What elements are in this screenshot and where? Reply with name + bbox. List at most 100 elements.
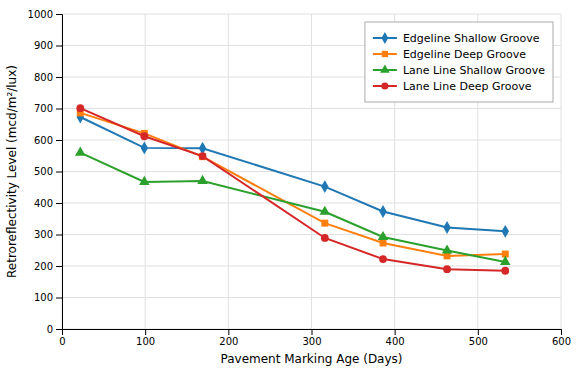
tick-mark (56, 203, 62, 204)
tick: 400 (34, 198, 62, 209)
point (500, 256, 511, 265)
tick-mark (561, 329, 562, 335)
point (442, 244, 453, 253)
tick: 700 (34, 103, 62, 114)
axis-line (56, 15, 63, 330)
tick-label: 200 (219, 336, 238, 347)
point (321, 180, 328, 193)
tick-label: 500 (469, 336, 488, 347)
marks (75, 104, 511, 274)
legend-frame (365, 22, 553, 102)
point (197, 175, 208, 184)
legend-marker (380, 64, 390, 72)
series-line (80, 117, 505, 231)
grid-line-y (62, 14, 561, 15)
tick-mark (228, 329, 229, 335)
tick-label: 0 (47, 324, 53, 335)
tick: 200 (34, 261, 62, 272)
tick-label: 100 (34, 292, 53, 303)
point (75, 147, 86, 156)
point (501, 267, 509, 275)
series-line (80, 113, 505, 256)
legend-label: Edgeline Deep Groove (403, 48, 526, 61)
legend-marker (381, 82, 388, 89)
x-axis: 0 100 200 300 400 500 600 (59, 329, 571, 347)
tick: 800 (34, 72, 62, 83)
legend-label: Lane Line Shallow Groove (403, 64, 545, 77)
tick: 100 (136, 329, 155, 347)
point (320, 206, 331, 215)
tick-mark (312, 329, 313, 335)
point (380, 240, 387, 247)
tick: 900 (34, 40, 62, 51)
tick-mark (56, 329, 62, 330)
y-axis: 0 100 200 300 400 500 600 700 800 900 1000 (28, 9, 63, 335)
tick-mark (56, 109, 62, 110)
grid-line-y (62, 108, 561, 109)
tick-label: 100 (136, 336, 155, 347)
tick-mark (56, 266, 62, 267)
tick-mark (478, 329, 479, 335)
tick-label: 300 (34, 229, 53, 240)
grid-line-y (62, 140, 561, 141)
tick: 1000 (28, 9, 62, 20)
series (75, 147, 511, 265)
tick: 0 (59, 329, 65, 347)
legend-item: Lane Line Shallow Groove (373, 64, 545, 77)
point (379, 205, 386, 218)
grid-line-y (62, 266, 561, 267)
tick: 600 (552, 329, 571, 347)
point (141, 141, 148, 154)
tick-label: 200 (34, 261, 53, 272)
series-line (80, 153, 505, 262)
tick-label: 0 (59, 336, 65, 347)
tick-label: 1000 (28, 9, 53, 20)
plot: 0 100 200 300 400 500 600 0 100 200 300 400 500 600 70… (28, 9, 572, 347)
point (76, 104, 84, 112)
tick-label: 600 (34, 135, 53, 146)
tick-label: 700 (34, 103, 53, 114)
tick: 500 (34, 166, 62, 177)
legend-item: Edgeline Deep Groove (373, 48, 526, 61)
point (321, 220, 328, 227)
tick-label: 800 (34, 72, 53, 83)
series (76, 104, 509, 274)
point (443, 265, 451, 273)
tick: 600 (34, 135, 62, 146)
tick: 500 (469, 329, 488, 347)
tick: 200 (219, 329, 238, 347)
grid (62, 14, 561, 329)
tick-label: 300 (302, 336, 321, 347)
tick: 400 (386, 329, 405, 347)
point (378, 231, 389, 240)
series (77, 111, 509, 238)
legend-marker (382, 51, 388, 57)
point (321, 234, 329, 242)
grid-line-y (62, 297, 561, 298)
y-axis-title: Retroreflectivity Level (mcd/m²/lux) (5, 65, 19, 278)
legend: Edgeline Shallow Groove Edgeline Deep Gro… (365, 22, 553, 102)
tick-label: 500 (34, 166, 53, 177)
x-axis-title: Pavement Marking Age (Days) (220, 352, 402, 366)
point (199, 152, 207, 160)
tick-mark (395, 329, 396, 335)
point (140, 132, 148, 140)
point (139, 176, 150, 185)
tick-mark (56, 14, 62, 15)
tick: 0 (47, 324, 62, 335)
tick-mark (56, 172, 62, 173)
point (502, 225, 509, 238)
tick-label: 400 (386, 336, 405, 347)
tick-label: 900 (34, 40, 53, 51)
grid-line-y (62, 171, 561, 172)
tick-mark (56, 46, 62, 47)
tick-mark (145, 329, 146, 335)
series-line (80, 108, 505, 271)
tick-mark (56, 298, 62, 299)
point (379, 255, 387, 263)
tick-mark (56, 140, 62, 141)
tick-mark (56, 235, 62, 236)
legend-item: Edgeline Shallow Groove (373, 32, 540, 45)
legend-label: Lane Line Deep Groove (403, 80, 532, 93)
tick-label: 400 (34, 198, 53, 209)
